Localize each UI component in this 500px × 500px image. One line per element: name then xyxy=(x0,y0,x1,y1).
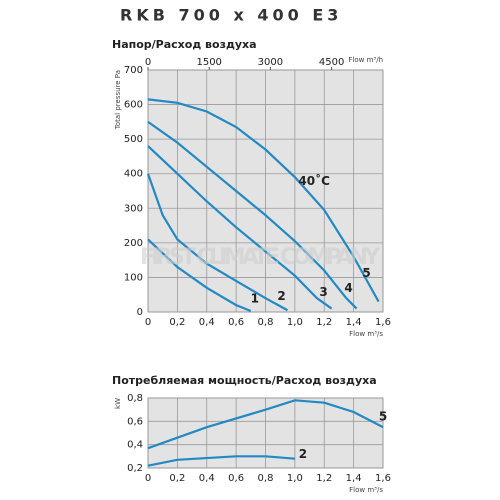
x-axis-label: Flow m³/s xyxy=(349,486,383,494)
y-axis-label: Total pressure Pa xyxy=(114,70,122,130)
y-tick-label: 0,6 xyxy=(127,416,143,427)
y-tick-label: 0,8 xyxy=(127,393,143,404)
x-axis-label: Flow m³/s xyxy=(349,330,383,338)
series-label: 5 xyxy=(362,266,370,280)
series-label: 5 xyxy=(379,410,387,424)
series-line xyxy=(147,145,333,310)
series-label: 3 xyxy=(319,285,327,299)
chart-title: Напор/Расход воздуха xyxy=(112,38,257,51)
series-label: 4 xyxy=(344,281,352,295)
series-line xyxy=(147,455,295,467)
y-tick-label: 300 xyxy=(124,203,143,214)
series-line xyxy=(147,238,252,312)
x-tick-label: 1,6 xyxy=(375,317,391,328)
x-tick-label: 1,4 xyxy=(346,317,362,328)
y-tick-label: 0 xyxy=(137,307,143,318)
y-tick-label: 200 xyxy=(124,238,143,249)
x-tick-label: 0,8 xyxy=(258,317,274,328)
x-tick-label: 1,6 xyxy=(375,473,391,484)
x-tick-label: 0,8 xyxy=(258,473,274,484)
x-tick-label: 0,4 xyxy=(199,317,215,328)
y-tick-label: 0,4 xyxy=(127,440,143,451)
x-tick-label: 1,4 xyxy=(346,473,362,484)
x-tick-label: 0 xyxy=(145,317,151,328)
x-tick-label: 0 xyxy=(145,473,151,484)
y-tick-label: 0,2 xyxy=(127,463,143,474)
annotation: 40˚C xyxy=(298,173,330,188)
y-axis-label: kW xyxy=(114,398,122,409)
x-tick-label: 0,2 xyxy=(169,317,185,328)
x-tick-label: 0,2 xyxy=(169,473,185,484)
x2-tick-label: 1500 xyxy=(196,57,221,68)
y-tick-label: 100 xyxy=(124,272,143,283)
x2-axis-label: Flow m³/h xyxy=(348,56,383,64)
series-line xyxy=(147,98,380,303)
series-label: 2 xyxy=(299,447,307,461)
x-tick-label: 1,2 xyxy=(316,473,332,484)
x-tick-label: 0,4 xyxy=(199,473,215,484)
x-tick-label: 0,6 xyxy=(228,317,244,328)
chart-title: Потребляемая мощность/Расход воздуха xyxy=(112,374,377,387)
x-tick-label: 1,2 xyxy=(316,317,332,328)
y-tick-label: 400 xyxy=(124,169,143,180)
series-line xyxy=(147,120,358,310)
x2-tick-label: 4500 xyxy=(319,57,344,68)
series-line xyxy=(147,399,384,450)
watermark: FIRST CLIMATE COMPANY xyxy=(140,245,381,270)
x-tick-label: 0,6 xyxy=(228,473,244,484)
x-tick-label: 1,0 xyxy=(287,473,303,484)
series-label: 2 xyxy=(277,289,285,303)
y-tick-label: 500 xyxy=(124,134,143,145)
y-tick-label: 700 xyxy=(124,65,143,76)
x2-tick-label: 0 xyxy=(145,57,151,68)
page-title: RKB 700 x 400 E3 xyxy=(120,6,342,25)
series-line xyxy=(146,173,289,312)
x2-tick-label: 3000 xyxy=(258,57,283,68)
y-tick-label: 600 xyxy=(124,100,143,111)
series-label: 1 xyxy=(251,291,259,305)
x-tick-label: 1,0 xyxy=(287,317,303,328)
